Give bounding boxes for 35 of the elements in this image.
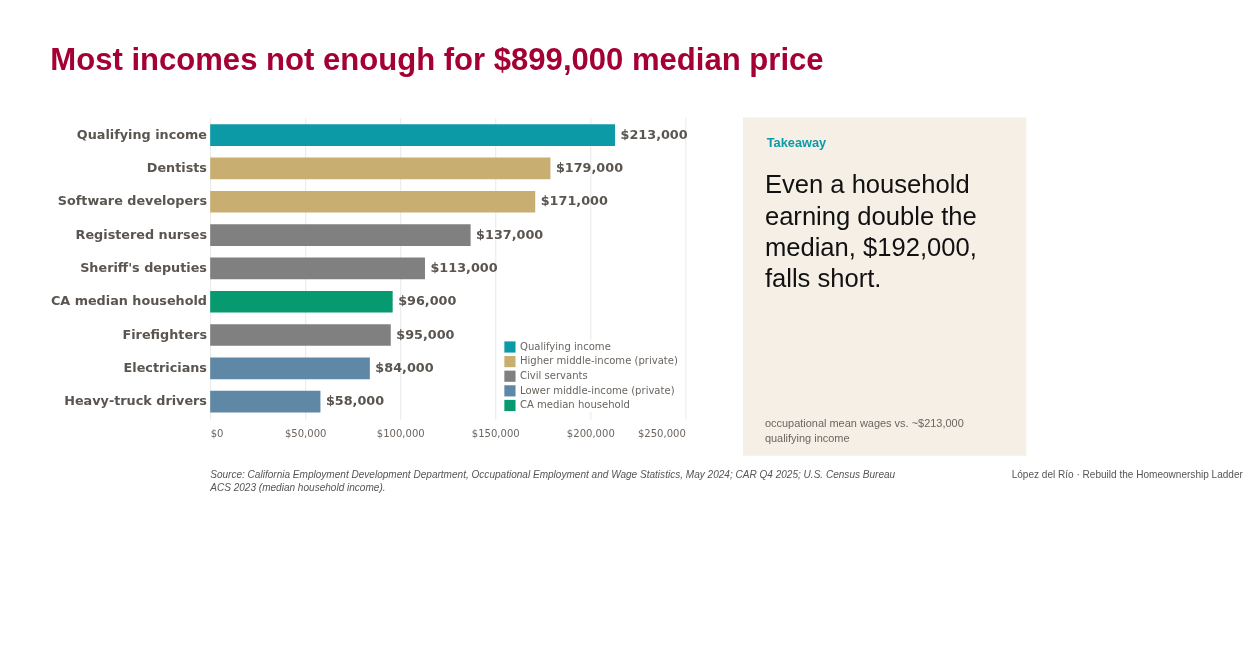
data-label: $171,000 [540, 193, 608, 209]
y-tick-label: CA median household [50, 293, 207, 309]
y-tick-label: Registered nurses [75, 226, 207, 242]
y-tick-label: Dentists [146, 160, 207, 176]
chart-title: Most incomes not enough for $899,000 median price [50, 42, 824, 78]
data-label: $95,000 [396, 326, 455, 342]
y-tick-label: Heavy-truck drivers [64, 393, 207, 409]
y-tick-label: Qualifying income [76, 126, 208, 142]
legend-label: Higher middle-income (private) [519, 355, 678, 367]
data-label: $58,000 [325, 393, 385, 409]
y-tick-label: Firefighters [122, 326, 207, 342]
text: occupational mean wages vs. ~$213,000 qualifying income [764, 417, 964, 445]
x-tick-label: $250,000 [637, 428, 686, 440]
x-tick-label: $0 [210, 428, 224, 440]
x-tick-label: $150,000 [471, 428, 520, 440]
data-label: $179,000 [555, 160, 624, 176]
text: López del Río · Rebuild the Homeownership Ladder [1011, 468, 1244, 480]
data-label: $96,000 [398, 293, 457, 309]
x-tick-label: $50,000 [284, 428, 327, 440]
legend-label: Civil servants [519, 369, 588, 381]
data-label: $213,000 [620, 126, 688, 142]
x-tick-label: $100,000 [376, 428, 425, 440]
legend-label: CA median household [519, 399, 630, 411]
text: Even a household earning double the median, $192,000, falls short. [764, 170, 977, 292]
legend-label: Lower middle-income (private) [519, 384, 675, 396]
y-tick-label: Software developers [57, 193, 207, 209]
y-tick-label: Sheriff's deputies [80, 260, 207, 276]
data-label: $84,000 [375, 360, 434, 376]
data-label: $113,000 [430, 260, 498, 276]
text: Takeaway [766, 134, 828, 150]
x-tick-label: $200,000 [566, 428, 615, 440]
data-label: $137,000 [476, 226, 544, 242]
legend-label: Qualifying income [519, 340, 611, 352]
source-note: Source: California Employment Development Department, Occupational Employment and Wage Statistics, May 2024; CAR Q4 2025; U.S. Census Bureau ACS 2023 (median household income). [209, 468, 896, 494]
y-tick-label: Electricians [123, 360, 207, 376]
